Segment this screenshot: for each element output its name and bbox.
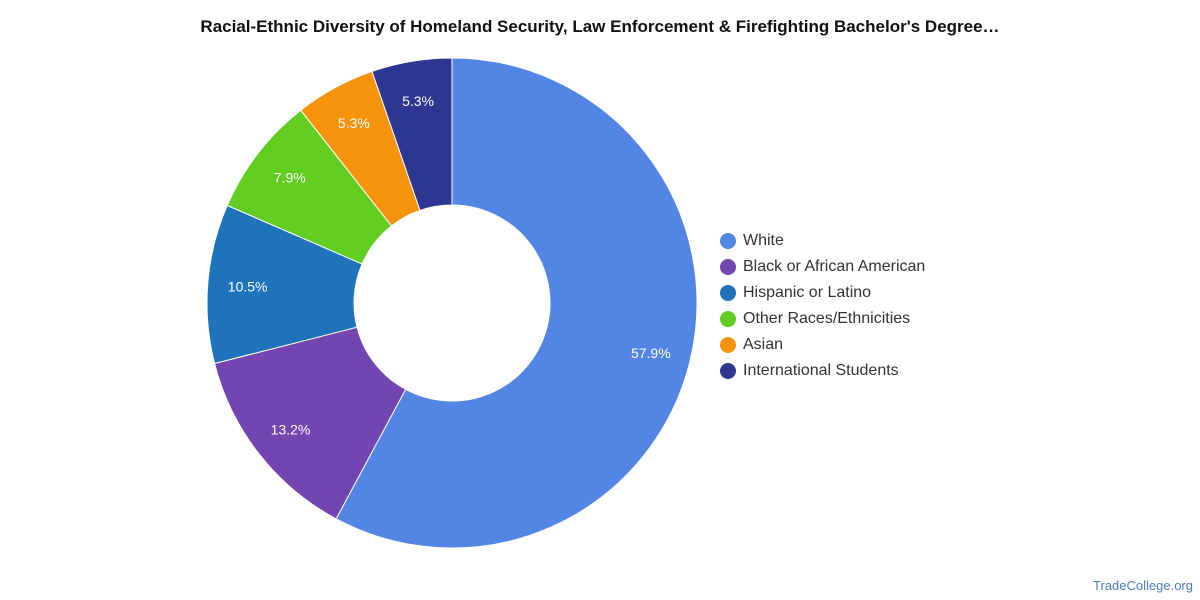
legend-label: Asian — [743, 336, 784, 353]
slice-international-students — [371, 57, 453, 212]
legend-item-asian[interactable]: Asian — [720, 332, 925, 358]
chart-slices — [206, 57, 698, 549]
chart-slice-labels: 57.9% 13.2% 10.5% 7.9% 5.3% 5.3% — [228, 93, 671, 437]
legend-label: Black or African American — [743, 258, 926, 275]
legend-swatch — [720, 337, 736, 353]
legend-item-hispanic-or-latino[interactable]: Hispanic or Latino — [720, 280, 925, 306]
legend-item-other-races-ethnicities[interactable]: Other Races/Ethnicities — [720, 306, 925, 332]
legend-swatch — [720, 233, 736, 249]
slice-label-other-races-ethnicities: 7.9% — [274, 170, 306, 186]
slice-label-white: 57.9% — [631, 345, 671, 361]
slice-label-hispanic-or-latino: 10.5% — [228, 279, 268, 295]
legend-swatch — [720, 311, 736, 327]
legend-swatch — [720, 363, 736, 379]
legend-label: International Students — [743, 362, 899, 379]
watermark: TradeCollege.org — [1093, 578, 1193, 593]
slice-white — [335, 57, 698, 549]
slice-label-international-students: 5.3% — [402, 93, 434, 109]
chart-legend: White Black or African American Hispanic o… — [720, 228, 925, 384]
slice-label-black-or-african-american: 13.2% — [271, 421, 311, 437]
chart-title: Racial-Ethnic Diversity of Homeland Secu… — [200, 17, 1000, 36]
slice-label-asian: 5.3% — [338, 115, 370, 131]
legend-item-international-students[interactable]: International Students — [720, 358, 925, 384]
legend-item-black-or-african-american[interactable]: Black or African American — [720, 254, 925, 280]
slice-hispanic-or-latino — [206, 204, 363, 365]
legend-label: White — [743, 232, 784, 249]
legend-swatch — [720, 285, 736, 301]
legend-item-white[interactable]: White — [720, 228, 925, 254]
legend-label: Other Races/Ethnicities — [743, 310, 911, 327]
legend-label: Hispanic or Latino — [743, 284, 872, 301]
legend-swatch — [720, 259, 736, 275]
slice-black-or-african-american — [213, 326, 407, 520]
